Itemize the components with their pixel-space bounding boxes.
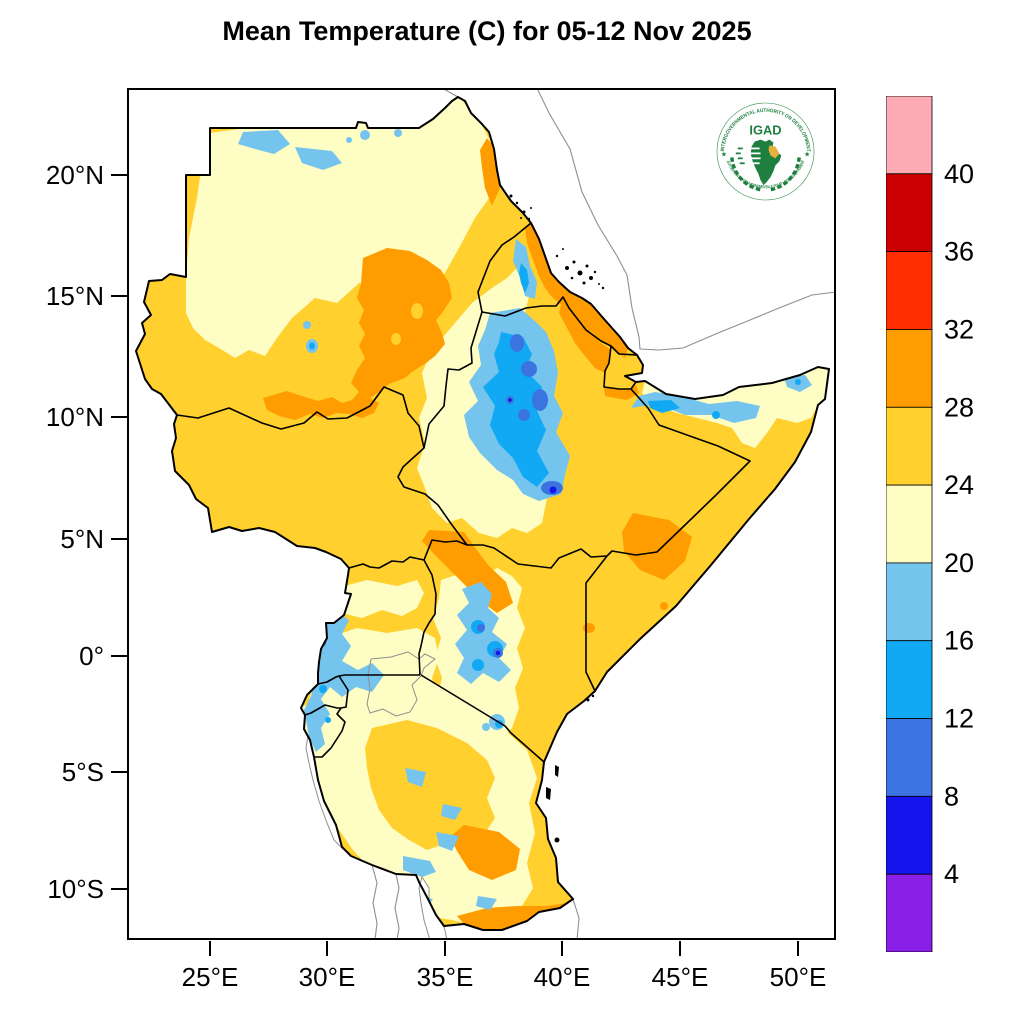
lat-tick-mark	[111, 295, 127, 297]
border-eritrea-sudan	[477, 222, 532, 313]
lake-victoria-outline	[366, 651, 436, 717]
page-title: Mean Temperature (C) for 05-12 Nov 2025	[222, 16, 752, 46]
lat-tick-label: 20°N	[45, 160, 104, 190]
lon-tick-label: 35°E	[416, 962, 474, 992]
lon-tick-label: 40°E	[533, 962, 591, 992]
logo-star-right: ★	[804, 150, 810, 158]
lat-tick-label: 0°	[79, 641, 104, 671]
colorbar-tick-label: 40	[944, 159, 974, 189]
border-ethiopia-west	[397, 311, 483, 546]
malawi-zambia-borders	[371, 864, 400, 940]
lon-tick-mark	[209, 941, 211, 956]
colorbar-swatch	[886, 96, 933, 175]
lat-tick-mark	[111, 174, 127, 176]
border-uganda-tanzania	[317, 674, 420, 685]
lat-tick-label: 15°N	[45, 281, 104, 311]
colorbar-swatch	[886, 251, 933, 330]
colorbar-swatch	[886, 718, 933, 797]
temp-layer-24-28-inner	[365, 720, 495, 850]
border-kenya-somalia	[585, 555, 608, 692]
map-frame	[127, 88, 836, 940]
temp-layer-gold-holes	[391, 303, 423, 345]
border-ethiopia-somalia	[606, 388, 751, 557]
lon-tick-label: 50°E	[769, 962, 827, 992]
lat-tick-mark	[111, 771, 127, 773]
islands	[509, 194, 605, 843]
colorbar-tick-label: 16	[944, 626, 974, 656]
igad-region-outline	[135, 96, 830, 931]
border-rwanda-burundi-tanzania	[314, 675, 349, 758]
colorbar-swatch	[886, 406, 933, 486]
colorbar-swatch	[886, 640, 933, 719]
lon-tick-mark	[561, 941, 563, 956]
colorbar-tick-label: 12	[944, 704, 974, 734]
country-borders	[176, 222, 751, 763]
border-eritrea-ethiopia	[481, 296, 612, 347]
colorbar-tick-label: 4	[944, 859, 959, 889]
lat-tick-mark	[111, 888, 127, 890]
colorbar-swatch	[886, 329, 933, 408]
lat-tick-mark	[111, 538, 127, 540]
lon-tick-mark	[797, 941, 799, 956]
temp-layer-4-8	[321, 398, 557, 656]
colorbar-tick-label: 36	[944, 237, 974, 267]
colorbar-tick-label: 28	[944, 392, 974, 422]
logo-igad-region-gold	[768, 145, 780, 159]
border-sudan-southsudan	[176, 386, 425, 449]
lon-tick-label: 45°E	[651, 962, 709, 992]
border-rwanda-burundi	[304, 704, 341, 716]
colorbar-swatch	[886, 484, 933, 564]
neighbor-coastlines-gray	[371, 88, 836, 940]
temperature-map	[127, 88, 836, 940]
logo-star-left: ★	[721, 150, 727, 158]
border-ethiopia-kenya	[467, 544, 608, 569]
border-uganda-kenya	[418, 559, 437, 676]
lat-tick-mark	[111, 655, 127, 657]
logo-laurel-wreath	[730, 157, 801, 192]
colorbar-tick-label: 8	[944, 781, 959, 811]
arabia-coastline	[536, 88, 836, 351]
lon-tick-label: 25°E	[181, 962, 239, 992]
lon-tick-mark	[679, 941, 681, 956]
temperature-colorbar: 40 36 32 28 24 20 16 12 8 4	[886, 96, 974, 952]
colorbar-tick-label: 32	[944, 315, 974, 345]
mozambique-coast	[572, 898, 580, 940]
colorbar-swatch	[886, 796, 933, 875]
lon-tick-label: 30°E	[298, 962, 356, 992]
colorbar-swatch	[886, 173, 933, 253]
lat-tick-label: 5°S	[61, 757, 104, 787]
colorbar-swatch	[886, 562, 933, 642]
logo-wordmark: IGAD	[749, 123, 781, 138]
border-kenya-tanzania	[420, 674, 545, 763]
lon-tick-mark	[444, 941, 446, 956]
lat-tick-label: 10°N	[45, 402, 104, 432]
logo-africa-silhouette	[735, 139, 782, 186]
lake-malawi	[418, 875, 448, 940]
temperature-fill-layers	[136, 97, 829, 930]
lat-tick-label: 10°S	[47, 874, 104, 904]
lat-tick-mark	[111, 416, 127, 418]
border-southsudan-uganda-kenya	[348, 539, 468, 569]
lon-tick-mark	[326, 941, 328, 956]
colorbar-tick-label: 20	[944, 548, 974, 578]
igad-logo: INTERGOVERNMENTAL AUTHORITY ON DEVELOPME…	[716, 102, 815, 201]
colorbar-swatch	[886, 873, 933, 952]
lat-tick-label: 5°N	[60, 524, 104, 554]
colorbar-tick-label: 24	[944, 470, 974, 500]
